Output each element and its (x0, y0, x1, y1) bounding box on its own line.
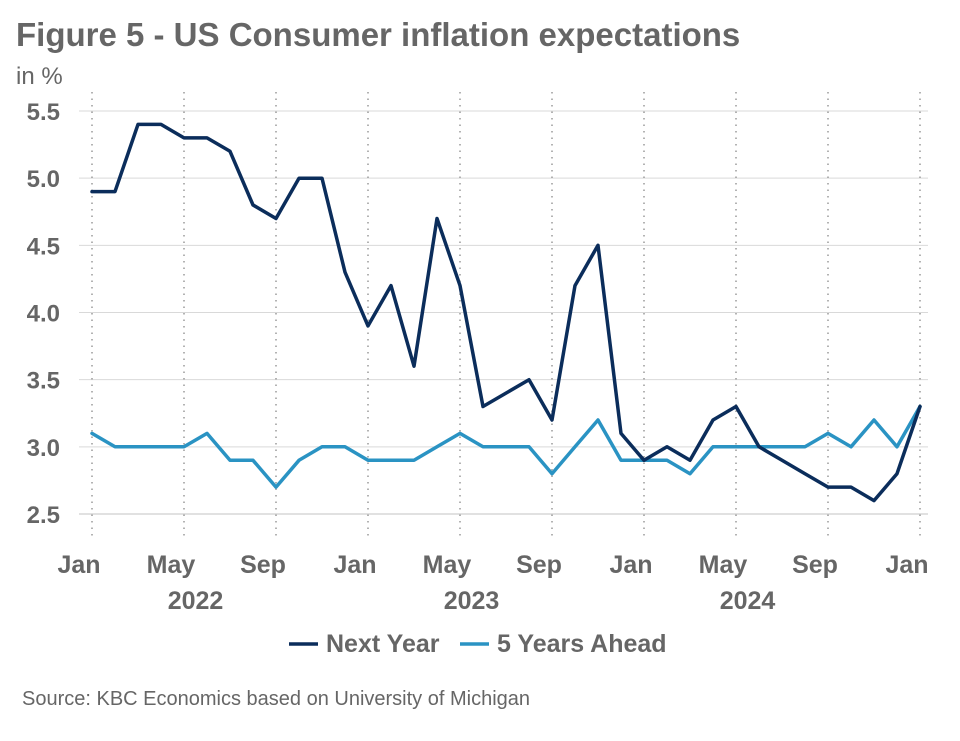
legend-label-5-years-ahead: 5 Years Ahead (497, 630, 667, 658)
series-line-next-year (90, 122, 922, 503)
y-tick-label: 2.5 (27, 502, 60, 529)
x-tick-label: Jan (57, 551, 100, 579)
x-tick-label: Sep (792, 551, 838, 579)
y-tick-label: 4.5 (27, 233, 60, 260)
x-tick-label: May (423, 551, 472, 579)
x-tick-label: Jan (609, 551, 652, 579)
y-tick-label: 4.0 (27, 301, 60, 328)
source-note: Source: KBC Economics based on Universit… (22, 688, 530, 710)
y-tick-label: 5.0 (27, 166, 60, 193)
year-label: 2023 (444, 587, 500, 615)
y-tick-label: 5.5 (27, 99, 60, 126)
year-label: 2022 (168, 587, 224, 615)
x-tick-label: May (147, 551, 196, 579)
chart-title: Figure 5 - US Consumer inflation expecta… (16, 16, 740, 53)
y-axis: 5.5 5.0 4.5 4.0 3.5 3.0 2.5 (27, 99, 60, 529)
y-tick-label: 3.0 (27, 435, 60, 462)
x-tick-label: Sep (240, 551, 286, 579)
series-lines (90, 122, 922, 503)
series-line-5-years-ahead (90, 404, 922, 489)
unit-label: in % (16, 63, 63, 90)
y-tick-label: 3.5 (27, 368, 60, 395)
x-axis: Jan May Sep Jan May Sep Jan May Sep Jan 2022 2023 20… (57, 551, 928, 615)
legend-label-next-year: Next Year (326, 630, 440, 658)
x-tick-label: Jan (885, 551, 928, 579)
x-tick-label: Sep (516, 551, 562, 579)
legend: Next Year 5 Years Ahead (289, 630, 667, 658)
x-tick-label: Jan (333, 551, 376, 579)
x-tick-label: May (699, 551, 748, 579)
year-label: 2024 (720, 587, 776, 615)
